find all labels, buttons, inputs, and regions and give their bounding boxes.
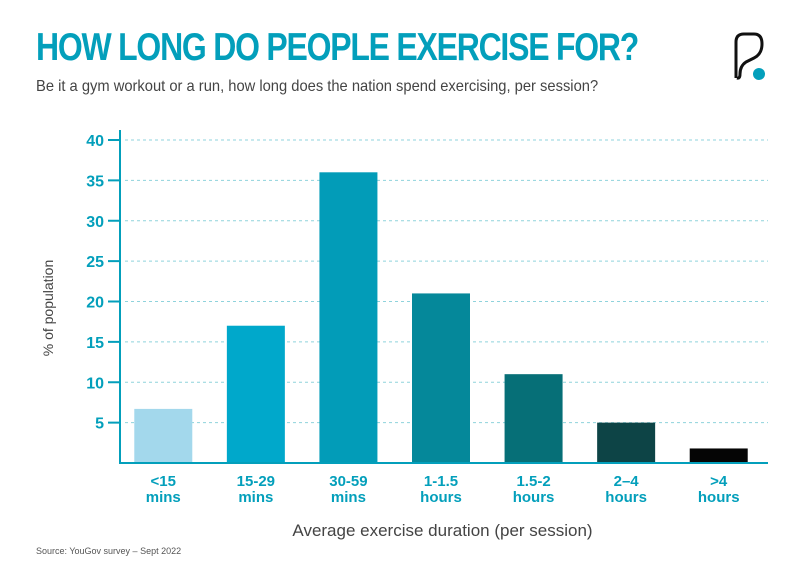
x-tick-label: 1-1.5 — [424, 473, 458, 490]
y-tick-label: 40 — [86, 133, 104, 150]
y-tick-label: 30 — [86, 214, 104, 231]
x-axis-label: Average exercise duration (per session) — [292, 521, 593, 540]
bar — [689, 448, 748, 463]
x-tick-label: 30-59 — [329, 473, 367, 490]
brand-p-logo-icon — [734, 32, 765, 80]
y-tick-label: 15 — [86, 335, 104, 352]
x-tick-label: hours — [605, 489, 647, 506]
x-tick-label: hours — [513, 489, 555, 506]
x-tick-label: 15-29 — [237, 473, 275, 490]
bar — [504, 374, 563, 463]
x-tick-label: hours — [420, 489, 462, 506]
y-tick-label: 25 — [86, 254, 104, 271]
y-tick-label: 5 — [95, 416, 104, 433]
y-axis-label: % of population — [40, 259, 56, 357]
y-tick-label: 20 — [86, 295, 104, 312]
bar — [597, 422, 656, 463]
chart-subtitle: Be it a gym workout or a run, how long d… — [36, 78, 599, 95]
bar — [319, 172, 378, 464]
x-tick-label: 2–4 — [614, 473, 640, 490]
x-tick-label: mins — [146, 489, 181, 506]
bar — [134, 408, 193, 463]
bar — [226, 325, 285, 463]
x-tick-label: mins — [331, 489, 366, 506]
y-tick-label: 35 — [86, 173, 104, 190]
source-note: Source: YouGov survey – Sept 2022 — [36, 546, 182, 556]
bar — [412, 293, 470, 463]
x-tick-label: <15 — [151, 473, 176, 490]
x-tick-label: mins — [238, 489, 273, 506]
chart-title: HOW LONG DO PEOPLE EXERCISE FOR? — [36, 26, 639, 69]
x-tick-label: >4 — [710, 473, 728, 490]
x-tick-label: hours — [698, 489, 740, 506]
y-tick-label: 10 — [86, 375, 104, 392]
x-tick-label: 1.5-2 — [516, 473, 550, 490]
